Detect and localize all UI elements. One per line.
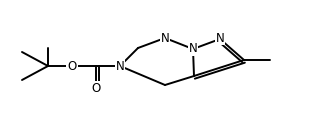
Text: O: O [91, 81, 100, 95]
Text: N: N [189, 43, 198, 55]
Text: N: N [161, 32, 169, 44]
Text: N: N [116, 60, 125, 72]
Text: O: O [67, 60, 76, 72]
Text: N: N [216, 32, 224, 44]
